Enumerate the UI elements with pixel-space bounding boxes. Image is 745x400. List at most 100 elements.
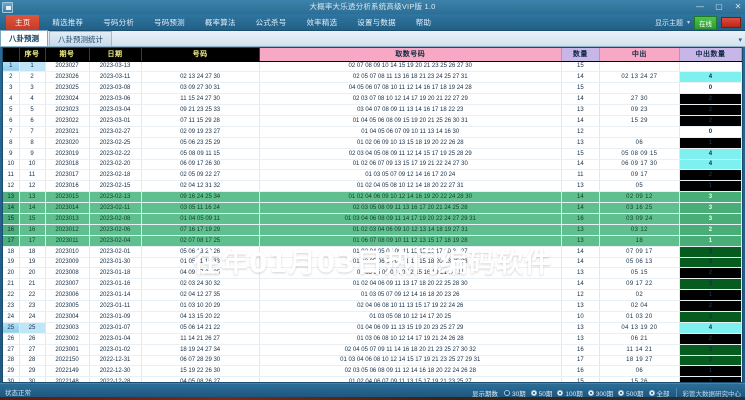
table-row[interactable]: 18 18 2023010 2023-02-01 05 06 13 23 26 01 02…	[3, 246, 742, 258]
menu-item-settings-data[interactable]: 设置与数据	[357, 17, 396, 27]
table-row[interactable]: 22 22 2023006 2023-01-14 02 04 12 27 35 01 03…	[3, 289, 742, 302]
cell-hit-count: 4	[679, 71, 742, 84]
cell-picked-numbers: 01 04 05 06 08 09 15 19 20 21 25 26 30 3…	[259, 115, 562, 127]
cell-numbers: 04 09 17 22 25	[141, 267, 260, 280]
header-sequence[interactable]: 序号	[19, 48, 46, 62]
tab-bagua-prediction[interactable]: 八卦预测	[0, 30, 48, 46]
table-row[interactable]: 24 24 2023004 2023-01-09 04 13 15 20 22 01 03…	[3, 311, 742, 323]
cell-numbers: 02 03 24 30 32	[141, 278, 260, 291]
table-row[interactable]: 2 2 2023026 2023-03-11 02 13 24 27 30 02 05 0…	[3, 71, 742, 84]
table-row[interactable]: 13 13 2023015 2023-02-13 09 16 24 25 34 01 02…	[3, 191, 742, 204]
cell-hit-count: 3	[679, 191, 742, 204]
table-row[interactable]: 16 16 2023012 2023-02-06 07 16 17 19 29 01 02…	[3, 224, 742, 236]
cell-period: 2023017	[45, 169, 90, 182]
menu-item-home[interactable]: 主页	[6, 14, 40, 30]
table-row[interactable]: 12 12 2023016 2023-02-15 02 04 12 31 32 01 02…	[3, 180, 742, 193]
cell-hit-count: 1	[679, 137, 742, 149]
close-button[interactable]: ✕	[734, 2, 742, 11]
table-row[interactable]: 15 15 2023013 2023-02-08 01 04 05 09 11 01 03…	[3, 213, 742, 225]
tab-bagua-prediction-stats[interactable]: 八卦预测统计	[49, 31, 112, 46]
data-grid-container: 序号 期号 日期 号码 取数号码 数量 中出 中出数量 1 1 2023027 202…	[2, 47, 743, 383]
cell-quantity: 14	[561, 159, 600, 171]
table-row[interactable]: 7 7 2023021 2023-02-27 02 09 19 23 27 01 04 0…	[3, 126, 742, 138]
table-row[interactable]: 17 17 2023011 2023-02-04 02 07 08 17 25 01 06…	[3, 235, 742, 247]
radio-option-3[interactable]: 100期	[557, 388, 583, 398]
chevron-down-icon[interactable]: ▾	[686, 20, 690, 26]
header-hit[interactable]: 中出	[599, 48, 680, 62]
table-row[interactable]: 29 29 2022149 2022-12-30 15 19 22 26 30 02 03…	[3, 365, 742, 378]
cell-sequence: 21	[19, 278, 46, 291]
table-header-row: 序号 期号 日期 号码 取数号码 数量 中出 中出数量	[3, 48, 742, 62]
menu-item-number-analysis[interactable]: 号码分析	[103, 17, 135, 27]
cell-hit: 05 15	[599, 267, 680, 280]
cell-picked-numbers: 02 03 05 06 08 09 11 12 14 16 18 20 22 2…	[259, 365, 562, 378]
table-row[interactable]: 8 8 2023020 2023-02-25 05 06 23 25 29 01 02 0…	[3, 137, 742, 149]
cell-hit	[599, 82, 680, 95]
table-row[interactable]: 4 4 2023024 2023-03-06 11 15 24 27 30 02 03 0…	[3, 93, 742, 106]
table-row[interactable]: 20 20 2023008 2023-01-18 04 09 17 22 25 02 03…	[3, 267, 742, 280]
table-row[interactable]: 9 9 2023019 2023-02-22 05 08 09 11 15 02 03 0…	[3, 148, 742, 160]
row-index-cell: 22	[3, 289, 20, 302]
menu-item-efficiency[interactable]: 效率精选	[306, 17, 338, 27]
menu-item-number-prediction[interactable]: 号码预测	[154, 17, 185, 27]
cell-hit-count: 2	[679, 267, 742, 280]
table-row[interactable]: 10 10 2023018 2023-02-20 06 09 17 26 30 01 02…	[3, 159, 742, 171]
header-hit-count[interactable]: 中出数量	[679, 48, 742, 62]
radio-label: 30期	[511, 390, 526, 398]
table-row[interactable]: 27 27 2023001 2023-01-02 18 19 24 27 34 02 04…	[3, 344, 742, 356]
header-numbers[interactable]: 号码	[141, 48, 260, 62]
theme-label[interactable]: 显示主题	[654, 19, 683, 27]
maximize-button[interactable]: ▢	[715, 2, 723, 11]
menu-item-featured[interactable]: 精选推荐	[52, 17, 84, 27]
table-row[interactable]: 5 5 2023023 2023-03-04 09 21 23 25 33 03 04 0…	[3, 104, 742, 116]
table-row[interactable]: 28 28 2022150 2022-12-31 06 07 28 29 30 01 03…	[3, 355, 742, 367]
header-corner[interactable]	[3, 48, 20, 62]
header-date[interactable]: 日期	[89, 48, 142, 62]
radio-option-2[interactable]: 50期	[530, 388, 552, 398]
table-row[interactable]: 14 14 2023014 2023-02-11 03 05 11 16 24 02 03…	[3, 202, 742, 214]
minimize-button[interactable]: —	[696, 2, 704, 11]
table-row[interactable]: 19 19 2023009 2023-01-30 01 05 11 15 33 01 03…	[3, 257, 742, 269]
cell-picked-numbers: 01 04 06 09 11 13 15 19 20 23 25 27 29	[259, 322, 562, 334]
header-picked-numbers[interactable]: 取数号码	[259, 48, 562, 62]
cell-period: 2023004	[45, 311, 90, 323]
radio-option-1[interactable]: 30期	[503, 388, 526, 398]
cell-period: 2023021	[45, 126, 90, 138]
cell-quantity: 13	[561, 267, 600, 280]
status-text: 状态正常	[5, 390, 31, 397]
radio-option-4[interactable]: 300期	[587, 388, 613, 398]
cell-picked-numbers: 01 02 06 07 09 13 15 17 19 21 22 24 27 3…	[259, 159, 562, 171]
radio-option-5[interactable]: 500期	[618, 388, 644, 398]
table-row[interactable]: 21 21 2023007 2023-01-16 02 03 24 30 32 01 02…	[3, 278, 742, 291]
menu-item-help[interactable]: 帮助	[415, 17, 432, 27]
header-quantity[interactable]: 数量	[561, 48, 600, 62]
table-row[interactable]: 1 1 2023027 2023-03-13 02 07 08 09 10 14 15 …	[3, 61, 742, 73]
cell-hit: 05	[599, 180, 680, 193]
cell-sequence: 7	[19, 126, 46, 138]
status-badge: 在线	[694, 15, 717, 30]
cell-hit-count: 0	[679, 82, 742, 95]
header-period[interactable]: 期号	[45, 48, 90, 62]
menu-item-formula-kill[interactable]: 公式杀号	[255, 17, 287, 27]
cell-period: 2023005	[45, 300, 90, 312]
cell-period: 2023011	[45, 235, 90, 247]
table-row[interactable]: 3 3 2023025 2023-03-08 03 09 27 30 31 04 05 0…	[3, 82, 742, 95]
cell-numbers: 03 05 11 16 24	[141, 202, 260, 214]
table-row[interactable]: 23 23 2023005 2023-01-11 01 03 10 20 29 02 04…	[3, 300, 742, 312]
table-row[interactable]: 25 25 2023003 2023-01-07 05 06 14 21 22 01 04…	[3, 322, 742, 334]
tab-scroll-icon[interactable]: ▾	[738, 37, 742, 44]
tab-strip: 八卦预测 八卦预测统计 ▾	[0, 30, 745, 47]
table-row[interactable]: 26 26 2023002 2023-01-04 11 14 21 26 27 01 03…	[3, 333, 742, 345]
menu-item-probability[interactable]: 概率算法	[204, 17, 236, 27]
cell-period: 2023026	[45, 71, 90, 84]
row-index-cell: 19	[3, 257, 20, 269]
radio-dot-icon	[587, 389, 594, 396]
table-row[interactable]: 30 30 2022148 2022-12-28 04 05 08 26 27 01 02…	[3, 376, 742, 382]
table-row[interactable]: 6 6 2023022 2023-03-01 07 11 15 29 28 01 04 0…	[3, 115, 742, 127]
cell-hit: 02 09 12	[599, 191, 680, 204]
cell-hit: 05 08 09 15	[599, 148, 680, 160]
cell-period: 2023007	[45, 278, 90, 291]
table-row[interactable]: 11 11 2023017 2023-02-18 02 05 09 22 27 01 03…	[3, 169, 742, 182]
radio-option-6[interactable]: 全部	[648, 388, 670, 398]
cell-picked-numbers: 01 03 05 08 10 12 14 17 20 25	[259, 311, 562, 323]
